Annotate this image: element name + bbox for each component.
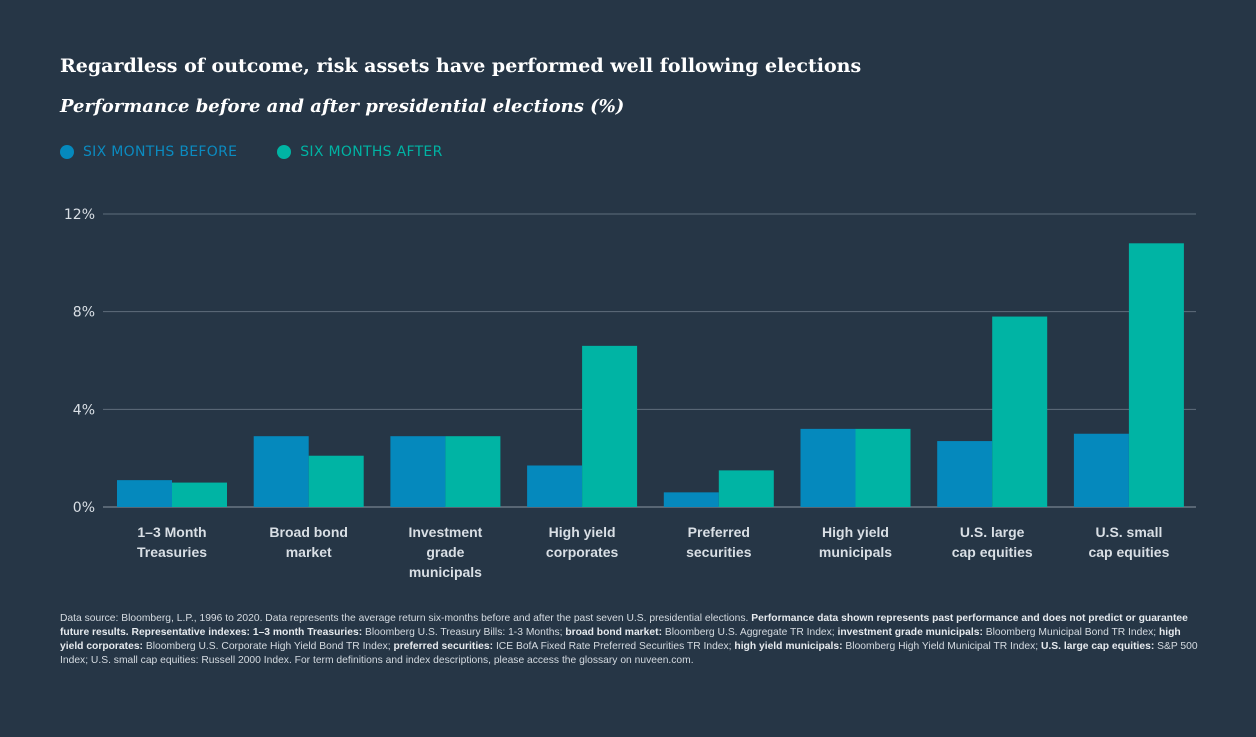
x-tick-label-line: securities: [686, 544, 752, 560]
x-tick-label: High yield municipals: [819, 524, 892, 560]
footnote-segment: S&P 500 Index; U.S. small cap equities: …: [60, 641, 1198, 666]
footnote-segment: Performance data shown represents past p…: [60, 613, 1188, 638]
y-tick-label: 8%: [73, 305, 95, 321]
bar-before: [253, 436, 309, 507]
footnote-segment: broad bond market:: [565, 627, 662, 638]
x-tick-label-line: municipals: [409, 564, 482, 580]
footnote-segment: Bloomberg U.S. Aggregate TR Index;: [662, 627, 838, 638]
x-tick-label-line: Broad bond: [269, 524, 348, 540]
bar-chart: 0% 4% 8% 12% 1–3 Month Treasuries Broad bond ma…: [64, 207, 1196, 580]
bar-before: [527, 465, 583, 507]
x-tick-label-line: Preferred: [688, 524, 750, 540]
bar-after: [1128, 243, 1184, 508]
x-tick-label: U.S. large cap equities: [952, 524, 1033, 560]
x-tick-label-line: corporates: [546, 544, 619, 560]
footnote-segment: Bloomberg U.S. Corporate High Yield Bond…: [142, 641, 394, 652]
x-tick-label-line: U.S. large: [960, 524, 1025, 540]
chart-title: Regardless of outcome, risk assets have …: [60, 55, 862, 77]
legend: SIX MONTHS BEFORE SIX MONTHS AFTER: [60, 144, 443, 160]
bar-before: [663, 492, 719, 507]
y-tick-label: 12%: [64, 207, 95, 223]
x-tick-label-line: municipals: [819, 544, 892, 560]
y-tick-label: 0%: [73, 500, 95, 516]
x-tick-label: Investment grade municipals: [408, 524, 482, 580]
footnote-segment: Bloomberg Municipal Bond TR Index;: [982, 627, 1159, 638]
bar-after: [445, 436, 501, 507]
x-tick-label: High yield corporates: [546, 524, 619, 560]
bar-after: [992, 316, 1048, 507]
footnote-segment: Data source: Bloomberg, L.P., 1996 to 20…: [60, 613, 752, 624]
footnote-segment: preferred securities:: [393, 641, 494, 652]
footnote-segment: ICE BofA Fixed Rate Preferred Securities…: [493, 641, 735, 652]
x-tick-label-line: market: [286, 544, 332, 560]
footnote-segment: Bloomberg High Yield Municipal TR Index;: [842, 641, 1041, 652]
x-tick-label-line: High yield: [549, 524, 616, 540]
chart-subtitle: Performance before and after presidentia…: [60, 96, 625, 117]
bar-before: [117, 480, 172, 507]
footnote-segment: high yield municipals:: [734, 641, 843, 652]
x-tick-label-line: cap equities: [1088, 544, 1169, 560]
x-tick-label-line: U.S. small: [1095, 524, 1162, 540]
x-tick-label-line: High yield: [822, 524, 889, 540]
legend-item-before: SIX MONTHS BEFORE: [60, 144, 237, 160]
legend-label-after: SIX MONTHS AFTER: [300, 144, 443, 160]
bar-before: [1073, 433, 1129, 507]
x-tick-label-line: Investment: [408, 524, 482, 540]
bar-after: [172, 482, 227, 507]
legend-label-before: SIX MONTHS BEFORE: [83, 144, 238, 160]
x-tick-label-line: Treasuries: [137, 544, 207, 560]
footnote-segment: investment grade municipals:: [837, 627, 983, 638]
bar-after: [308, 455, 364, 507]
x-tick-label: Broad bond market: [269, 524, 348, 560]
y-tick-label: 4%: [73, 402, 95, 418]
legend-dot-before-icon: [60, 145, 74, 159]
x-tick-label: Preferred securities: [686, 524, 752, 560]
x-tick-label-line: cap equities: [952, 544, 1033, 560]
footnote: Data source: Bloomberg, L.P., 1996 to 20…: [60, 612, 1200, 668]
bar-after: [718, 470, 774, 507]
legend-item-after: SIX MONTHS AFTER: [277, 144, 442, 160]
x-tick-label-line: 1–3 Month: [137, 524, 206, 540]
footnote-segment: U.S. large cap equities:: [1040, 641, 1155, 652]
x-tick-label: 1–3 Month Treasuries: [137, 524, 207, 560]
bar-before: [937, 441, 993, 507]
x-tick-label: U.S. small cap equities: [1088, 524, 1169, 560]
legend-dot-after-icon: [277, 145, 292, 159]
footnote-segment: high yield corporates:: [60, 627, 1181, 652]
bar-after: [855, 428, 911, 507]
bar-before: [800, 428, 856, 507]
footnote-segment: Bloomberg U.S. Treasury Bills: 1-3 Month…: [362, 627, 566, 638]
bar-before: [390, 436, 446, 507]
x-tick-label-line: grade: [426, 544, 464, 560]
bar-after: [582, 345, 638, 507]
